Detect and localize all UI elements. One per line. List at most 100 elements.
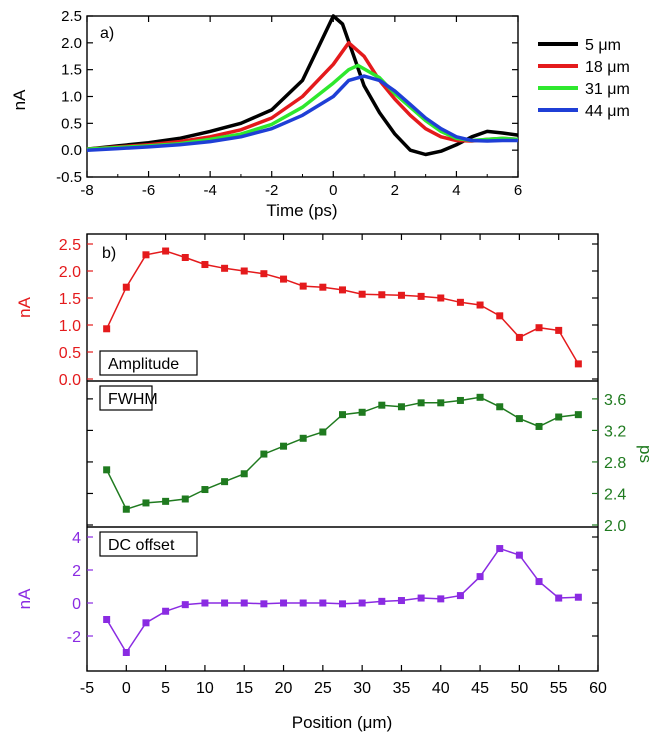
panel-a-x-tick-label: 6 bbox=[514, 182, 522, 199]
data-point bbox=[555, 413, 563, 421]
data-point bbox=[417, 292, 425, 300]
legend: 5 μm 18 μm 31 μm 44 μm bbox=[538, 37, 630, 120]
panel-b-x-tick-label: 35 bbox=[393, 680, 411, 697]
panel-a-x-tick-label: 2 bbox=[391, 182, 399, 199]
data-point bbox=[476, 393, 484, 401]
data-point bbox=[260, 600, 268, 608]
data-point bbox=[535, 578, 543, 586]
data-point bbox=[417, 594, 425, 602]
panel-b-y-tick-label: 0.5 bbox=[59, 345, 81, 362]
panel-a-x-tick-label: -4 bbox=[203, 182, 216, 199]
data-point bbox=[162, 497, 170, 505]
panel-b-y-tick-label: 2.0 bbox=[59, 264, 81, 281]
panel-b-y-tick-label: 2.0 bbox=[604, 518, 626, 535]
data-point bbox=[181, 495, 189, 503]
panel-b-ylabel: nA bbox=[15, 588, 34, 609]
panel-a-y-tick-label: 2.0 bbox=[61, 35, 82, 52]
data-point bbox=[181, 601, 189, 609]
panel-b-x-tick-label: 30 bbox=[353, 680, 371, 697]
data-point bbox=[260, 450, 268, 458]
data-point bbox=[496, 312, 504, 320]
legend-label: 44 μm bbox=[585, 103, 630, 120]
data-point bbox=[299, 282, 307, 290]
data-point bbox=[299, 599, 307, 607]
series-line bbox=[86, 74, 518, 152]
data-point bbox=[397, 597, 405, 605]
data-point bbox=[456, 396, 464, 404]
data-point bbox=[378, 597, 386, 605]
panel-b-series-label-box bbox=[99, 531, 198, 557]
panel-b-plot-frame bbox=[86, 233, 599, 672]
data-point bbox=[397, 403, 405, 411]
data-point bbox=[574, 360, 582, 368]
data-point bbox=[319, 283, 327, 291]
data-point bbox=[201, 599, 209, 607]
panel-a-x-tick-label: -2 bbox=[265, 182, 278, 199]
panel-b-x-tick-label: 15 bbox=[235, 680, 253, 697]
data-point bbox=[201, 261, 209, 269]
data-point bbox=[221, 478, 229, 486]
panel-b-x-tick-label: 45 bbox=[471, 680, 489, 697]
data-point bbox=[122, 505, 130, 513]
data-point bbox=[574, 593, 582, 601]
panel-a-y-tick-label: 1.5 bbox=[61, 62, 82, 79]
panel-a-chart: -8 -6 -4 -2 0 2 4 6 -0.5 0.0 0.5 1.0 1.5 2.0 2.5 a) Ti… bbox=[10, 8, 630, 220]
data-point bbox=[240, 470, 248, 478]
data-point bbox=[417, 399, 425, 407]
panel-b-series-line bbox=[106, 250, 579, 365]
data-point bbox=[142, 499, 150, 507]
data-point bbox=[339, 286, 346, 294]
panel-a-y-tick-label: 0.0 bbox=[61, 142, 82, 159]
data-point bbox=[201, 486, 209, 494]
panel-b-y-tick-label: 0 bbox=[72, 596, 81, 613]
panel-b-y-tick-label: 1.5 bbox=[59, 291, 81, 308]
data-point bbox=[515, 415, 523, 423]
panel-b-y-tick-label: 2 bbox=[72, 563, 81, 580]
data-point bbox=[122, 649, 130, 656]
panel-b-ylabel: ps bbox=[636, 445, 655, 463]
data-point bbox=[260, 270, 268, 278]
panel-b-series-label: DC offset bbox=[108, 537, 175, 554]
panel-a-label: a) bbox=[100, 25, 114, 42]
data-point bbox=[574, 411, 582, 419]
panel-b-ylabel: nA bbox=[15, 296, 34, 317]
panel-b-x-tick-label: 50 bbox=[510, 680, 528, 697]
panel-b-x-tick-label: 5 bbox=[161, 680, 170, 697]
data-point bbox=[476, 301, 484, 309]
legend-label: 5 μm bbox=[585, 37, 621, 54]
panel-a-ylabel: nA bbox=[10, 89, 29, 110]
panel-a-xlabel: Time (ps) bbox=[266, 201, 337, 220]
panel-b-x-tick-label: 25 bbox=[314, 680, 332, 697]
data-point bbox=[358, 290, 366, 298]
panel-b-series bbox=[103, 247, 582, 656]
data-point bbox=[515, 551, 523, 559]
panel-b-series-label-box bbox=[99, 385, 153, 411]
data-point bbox=[358, 599, 366, 607]
panel-b-x-tick-label: -5 bbox=[80, 680, 94, 697]
panel-b-chart: -5 0 5 10 15 20 25 30 35 40 45 50 55 600.00.51.01.52.… bbox=[15, 233, 655, 732]
panel-a-y-tick-label: 1.0 bbox=[61, 89, 82, 106]
data-point bbox=[240, 599, 248, 607]
data-point bbox=[319, 599, 327, 607]
panel-b-x-tick-label: 0 bbox=[122, 680, 131, 697]
panel-b-y-tick-label: 0.0 bbox=[59, 372, 81, 389]
data-point bbox=[103, 616, 111, 623]
panel-b-y-tick-label: 4 bbox=[72, 530, 81, 547]
data-point bbox=[535, 324, 543, 332]
data-point bbox=[221, 264, 229, 272]
data-point bbox=[456, 298, 464, 306]
data-point bbox=[378, 401, 386, 409]
data-point bbox=[437, 595, 445, 603]
panel-b-series-label-box bbox=[99, 350, 198, 376]
data-point bbox=[280, 442, 288, 450]
data-point bbox=[280, 275, 288, 283]
panel-a-y-tick-label: 0.5 bbox=[61, 115, 82, 132]
panel-b-y-tick-label: 3.6 bbox=[604, 392, 626, 409]
panel-a-x-tick-label: 0 bbox=[329, 182, 337, 199]
data-point bbox=[437, 294, 445, 302]
data-point bbox=[496, 403, 504, 411]
panel-b-series-label: Amplitude bbox=[108, 356, 179, 373]
panel-b-x-tick-label: 20 bbox=[275, 680, 293, 697]
data-point bbox=[378, 291, 386, 299]
